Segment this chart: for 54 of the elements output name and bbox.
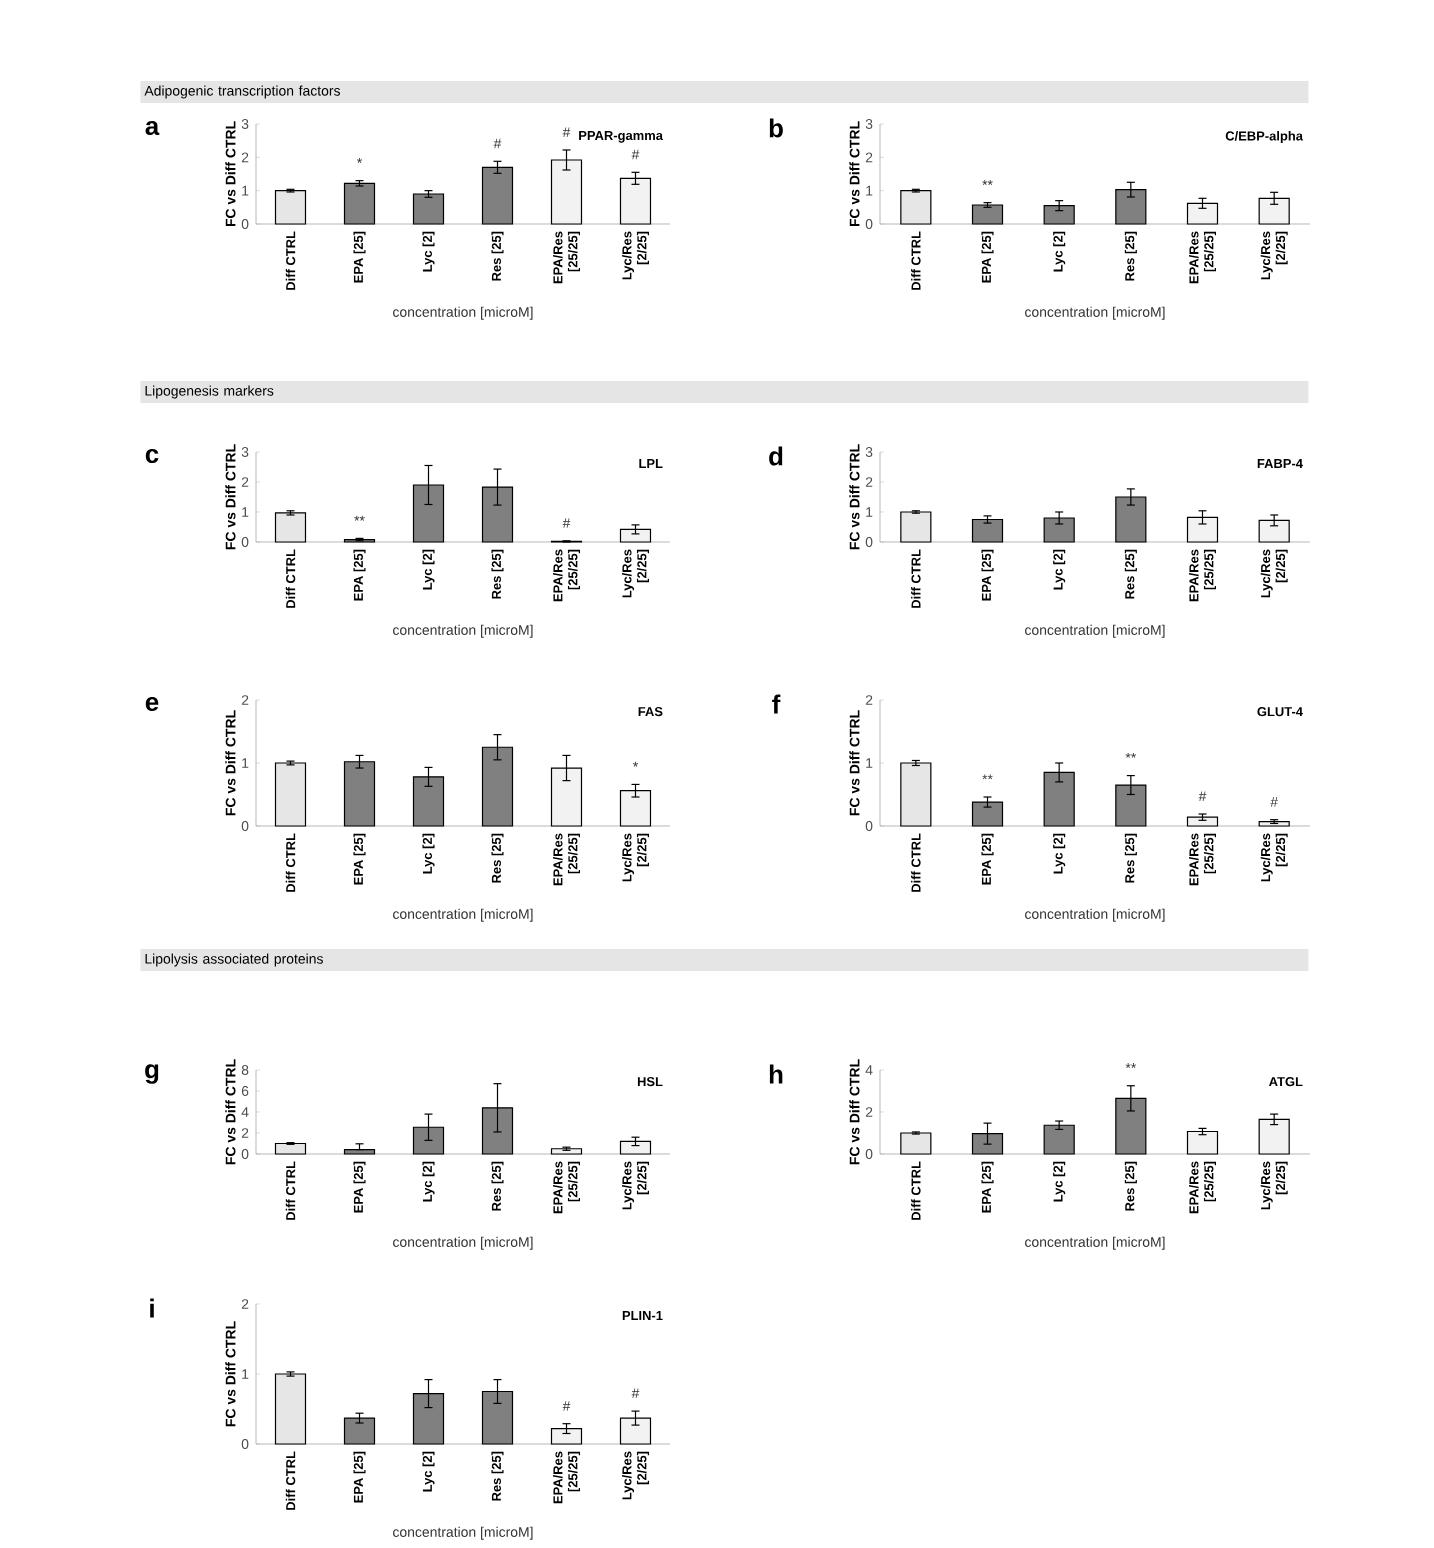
bar: [1258, 820, 1290, 827]
bar: [619, 790, 652, 827]
text: g: [145, 1064, 159, 1084]
bar: [900, 762, 932, 827]
bar: [619, 1417, 652, 1445]
bar: [900, 190, 932, 225]
bar: [412, 193, 445, 225]
bar: [619, 177, 652, 225]
bar: [1186, 202, 1219, 225]
bar: [343, 761, 376, 827]
text: h: [769, 1064, 783, 1084]
bar: [481, 746, 514, 827]
bar: [343, 1417, 376, 1445]
bar: [550, 1428, 583, 1445]
bar: [1258, 519, 1290, 543]
bar: [1115, 784, 1147, 827]
bar: [481, 166, 514, 225]
bar: [619, 528, 652, 543]
bar: [971, 204, 1004, 225]
bar: [900, 511, 932, 543]
bar: [412, 1126, 445, 1155]
bar: [343, 182, 376, 225]
bar: [550, 1148, 583, 1155]
bar: [550, 159, 583, 225]
bar: [619, 1140, 652, 1155]
text: a: [145, 120, 160, 136]
text: e: [145, 696, 159, 712]
text: f: [772, 694, 781, 714]
bar: [1043, 205, 1075, 225]
bar: [343, 1148, 376, 1155]
bar: [1258, 1118, 1290, 1155]
bar: [274, 190, 307, 225]
bar: [1186, 1130, 1219, 1155]
bar: [274, 512, 307, 543]
bar: [1186, 516, 1219, 543]
bar: [900, 1132, 932, 1155]
bar: [1186, 816, 1219, 827]
text: b: [769, 118, 783, 138]
bar: [274, 1142, 307, 1155]
bar: [1115, 189, 1147, 225]
bar: [1043, 771, 1075, 827]
bar: [1115, 1097, 1147, 1155]
bar: [1115, 496, 1147, 543]
bar: [971, 518, 1004, 543]
text: c: [145, 448, 159, 464]
bar: [274, 762, 307, 827]
bar: [412, 776, 445, 827]
text: d: [769, 446, 783, 466]
bar: [274, 1373, 307, 1445]
bar: [1043, 1124, 1075, 1155]
text: i: [150, 1298, 154, 1318]
bar: [1258, 197, 1290, 225]
bar: [1043, 517, 1075, 543]
bar: [971, 801, 1004, 827]
